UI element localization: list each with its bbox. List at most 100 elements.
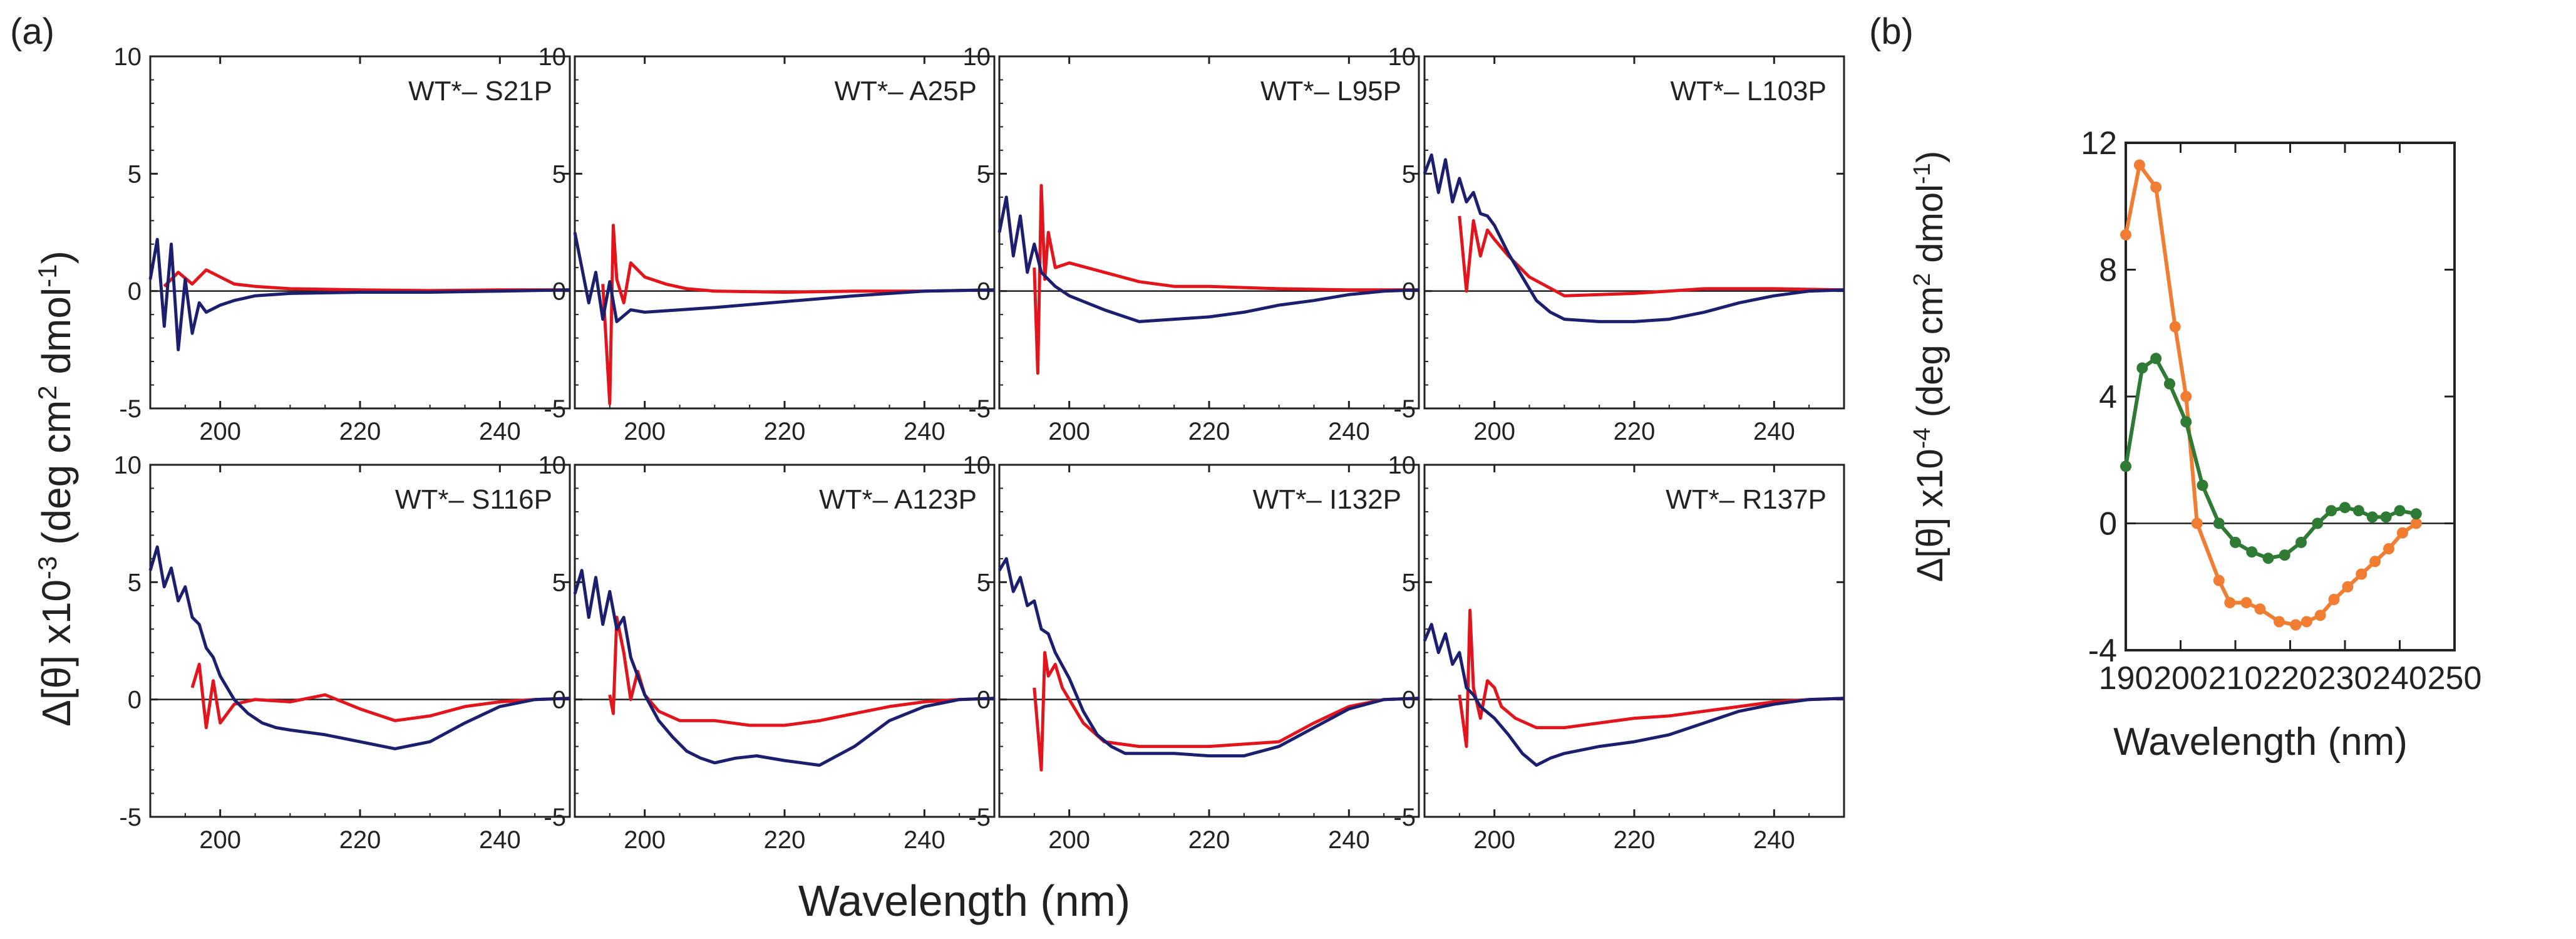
data-point-green (2164, 378, 2175, 390)
chart-a123p: 10 5 0 -5 200 220 240 WT*– A123P (538, 452, 996, 854)
x-tick-label: 220 (339, 826, 381, 854)
chart-r137p: 10 5 0 -5 200 220 240 WT*– R137P (1388, 452, 1845, 854)
chart-i132p: 10 5 0 -5 200 220 240 WT*– I132P (963, 452, 1420, 854)
x-tick-label: 220 (1614, 418, 1656, 445)
plot-frame (998, 464, 1420, 818)
data-point-green (2366, 511, 2378, 523)
series-line-red (601, 224, 995, 405)
y-tick-label: -5 (544, 395, 566, 423)
data-point-orange (2213, 574, 2225, 586)
series-line-red (1033, 651, 1419, 772)
x-tick-label: 200 (199, 826, 241, 854)
x-tick-label: 200 (1473, 826, 1515, 854)
chart-title: WT*– L95P (1260, 76, 1401, 106)
data-point-orange (2328, 594, 2340, 605)
x-tick-label: 200 (624, 826, 666, 854)
chart-title: WT*– S21P (408, 76, 552, 106)
x-tick-label: 200 (199, 418, 241, 445)
y-tick-label: -5 (968, 395, 991, 423)
x-tick-label: 200 (1048, 826, 1090, 854)
y-tick-label: 8 (2099, 252, 2117, 289)
y-tick-label: -4 (2088, 633, 2117, 669)
data-point-green (2380, 511, 2392, 523)
data-point-orange (2314, 610, 2326, 621)
data-point-green (2279, 549, 2290, 561)
data-point-green (2394, 505, 2406, 517)
y-tick-label: 0 (977, 687, 991, 714)
data-point-orange (2240, 597, 2252, 609)
y-tick-label: 0 (1402, 687, 1416, 714)
y-tick-label: -5 (119, 804, 142, 831)
chart-title: WT*– L103P (1671, 76, 1826, 106)
data-point-orange (2290, 619, 2302, 631)
x-tick-label: 220 (1188, 826, 1230, 854)
x-tick-label: 240 (2372, 660, 2427, 697)
y-tick-label: -5 (968, 804, 991, 831)
series-line-red (608, 616, 995, 727)
series-line-blue (997, 195, 1419, 323)
plot-frame (149, 55, 571, 410)
x-tick-label: 220 (2263, 660, 2317, 697)
data-point-orange (2120, 229, 2131, 241)
y-tick-label: 10 (538, 43, 567, 71)
data-point-green (2136, 362, 2148, 374)
x-tick-label: 240 (1753, 418, 1795, 445)
chart-s21p: 10 5 0 -5 200 220 240 WT*– S21P (114, 43, 571, 445)
panel-a-ylabel: Δ[θ] x10-3 (deg cm2 dmol-1) (33, 251, 79, 727)
y-tick-label: 4 (2099, 379, 2117, 415)
x-tick-label: 220 (1614, 826, 1656, 854)
series-line-blue (573, 569, 995, 767)
x-tick-label: 240 (1328, 418, 1370, 445)
panel-b-label: (b) (1869, 11, 1914, 52)
x-tick-label: 230 (2318, 660, 2372, 697)
data-point-orange (2342, 581, 2354, 593)
panel-b-xlabel: Wavelength (nm) (2113, 720, 2408, 764)
y-tick-label: 10 (538, 452, 567, 479)
x-tick-label: 200 (1473, 418, 1515, 445)
data-point-orange (2150, 181, 2162, 193)
plot-frame (998, 55, 1420, 410)
charts-layer: 10 5 0 -5 200 220 240 WT*– S21P 10 5 0 -5 200 220 240 W… (114, 43, 2482, 854)
y-tick-label: 0 (1402, 278, 1416, 306)
chart-title: WT*– I132P (1253, 484, 1401, 515)
data-point-green (2213, 517, 2225, 529)
chart-title: WT*– S116P (395, 484, 552, 515)
x-tick-label: 220 (764, 418, 806, 445)
panel-a-xlabel: Wavelength (nm) (798, 876, 1130, 925)
x-tick-label: 220 (764, 826, 806, 854)
y-tick-label: 10 (114, 452, 142, 479)
data-point-orange (2383, 543, 2394, 554)
x-tick-label: 250 (2428, 660, 2482, 697)
data-point-green (2180, 416, 2192, 428)
y-tick-label: -5 (119, 395, 142, 423)
data-point-orange (2224, 597, 2236, 609)
data-point-green (2246, 546, 2258, 558)
x-tick-label: 200 (2153, 660, 2208, 697)
data-point-green (2230, 536, 2241, 548)
data-point-green (2295, 536, 2307, 548)
series-line-blue (148, 545, 570, 750)
y-tick-label: 5 (552, 569, 566, 596)
x-tick-label: 240 (479, 826, 521, 854)
panel-b-ylabel: Δ[θ] x10-4 (deg cm2 dmol-1) (1909, 151, 1950, 582)
data-point-green (2150, 353, 2162, 365)
chart-a25p: 10 5 0 -5 200 220 240 WT*– A25P (538, 43, 996, 445)
y-tick-label: 12 (2081, 125, 2117, 162)
series-line-blue (1423, 623, 1845, 767)
data-point-orange (2300, 616, 2312, 628)
chart-title: WT*– R137P (1666, 484, 1826, 515)
x-tick-label: 220 (339, 418, 381, 445)
plot-frame (574, 55, 996, 410)
y-tick-label: 0 (128, 278, 142, 306)
series-line-blue (573, 232, 995, 323)
data-point-green (2352, 505, 2364, 517)
y-tick-label: 10 (1388, 43, 1416, 71)
series-line-red (163, 268, 570, 293)
plot-frame (574, 464, 996, 818)
series-line-red (1033, 184, 1419, 375)
data-point-green (2262, 553, 2274, 564)
series-line-blue (148, 237, 570, 351)
data-point-green (2120, 460, 2131, 472)
x-tick-label: 240 (1328, 826, 1370, 854)
x-tick-label: 220 (1188, 418, 1230, 445)
